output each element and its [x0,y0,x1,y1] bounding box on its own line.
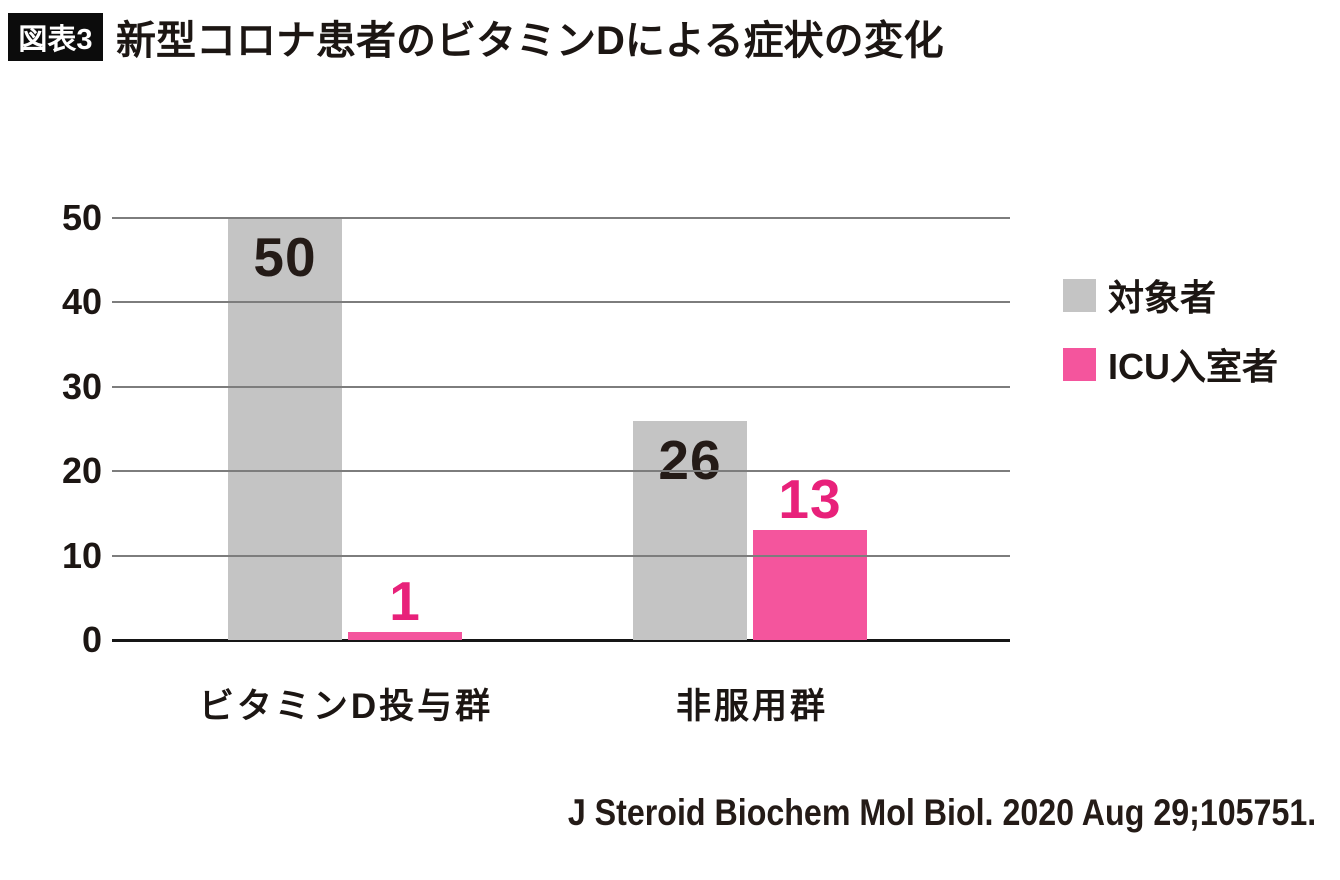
bar-vitamin-d-subjects: 50 [228,218,342,640]
y-tick-label: 50 [61,197,102,238]
figure-title: 新型コロナ患者のビタミンDによる症状の変化 [116,19,944,63]
y-tick-label: 0 [81,619,102,660]
bar-value-label: 13 [778,468,842,531]
legend-swatch-pink [1063,347,1096,381]
bar-control-subjects: 26 [633,420,747,640]
y-tick-label: 30 [61,365,102,407]
bar-control-icu: 13 [753,472,867,640]
gridline [112,385,1010,388]
x-category-label-control: 非服用群 [675,687,828,726]
gridline [112,470,1010,473]
bar-value-label: 26 [658,428,722,491]
bar-value-label: 50 [253,226,317,288]
header: 図表3 新型コロナ患者のビタミンDによる症状の変化 [8,8,944,66]
gridline [112,301,1010,304]
source-citation: J Steroid Biochem Mol Biol. 2020 Aug 29;… [567,792,1316,833]
x-axis-line [112,639,1010,642]
legend-item-subjects: 対象者 [1063,275,1278,318]
x-category-label-vitamin-d: ビタミンD投与群 [198,687,494,726]
legend-label-icu: ICU入室者 [1108,346,1278,387]
bar-value-label: 1 [389,569,421,632]
legend-swatch-gray [1063,278,1096,312]
bar-vitamin-d-icu: 1 [348,573,462,640]
legend: 対象者 ICU入室者 [1063,275,1278,387]
figure-badge-label: 図表3 [18,24,93,56]
y-tick-label: 20 [61,450,102,492]
figure-badge: 図表3 [8,13,103,61]
legend-item-icu: ICU入室者 [1063,344,1278,387]
legend-label-subjects: 対象者 [1108,277,1217,318]
gridline [112,554,1010,557]
gridline [112,217,1010,219]
y-tick-label: 10 [61,534,102,576]
y-tick-label: 40 [61,281,102,323]
